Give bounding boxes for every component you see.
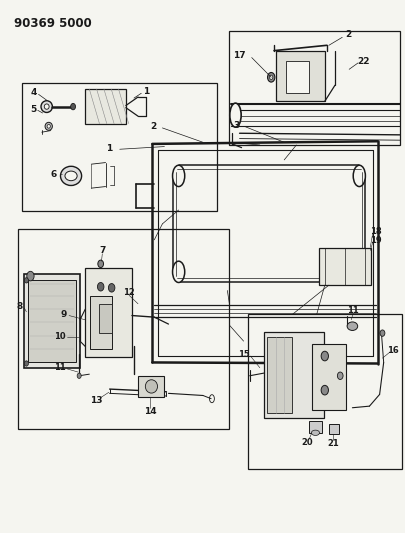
Text: 22: 22 bbox=[356, 57, 369, 66]
Ellipse shape bbox=[60, 166, 81, 185]
Ellipse shape bbox=[27, 271, 34, 281]
Bar bbox=[85, 268, 132, 357]
Bar bbox=[138, 376, 164, 397]
Ellipse shape bbox=[65, 171, 77, 181]
Text: 5: 5 bbox=[30, 105, 36, 114]
Text: 3: 3 bbox=[233, 122, 239, 130]
Ellipse shape bbox=[172, 165, 184, 187]
Ellipse shape bbox=[337, 372, 342, 379]
Text: 18: 18 bbox=[369, 228, 380, 236]
Ellipse shape bbox=[352, 165, 365, 187]
Ellipse shape bbox=[47, 124, 50, 128]
Text: 15: 15 bbox=[237, 350, 249, 359]
Text: 13: 13 bbox=[90, 397, 102, 405]
Ellipse shape bbox=[24, 361, 28, 366]
Bar bbox=[328, 424, 338, 434]
Text: 21: 21 bbox=[326, 439, 338, 448]
Bar bbox=[18, 229, 229, 429]
Text: 6: 6 bbox=[51, 170, 57, 179]
Ellipse shape bbox=[97, 282, 104, 291]
Ellipse shape bbox=[70, 103, 75, 110]
Bar bbox=[309, 421, 321, 433]
Ellipse shape bbox=[379, 330, 384, 336]
Text: 11: 11 bbox=[54, 364, 66, 372]
Text: 1: 1 bbox=[143, 87, 149, 96]
Text: 17: 17 bbox=[232, 52, 245, 60]
Bar bbox=[90, 296, 112, 349]
Ellipse shape bbox=[267, 72, 274, 82]
Ellipse shape bbox=[320, 351, 328, 361]
Ellipse shape bbox=[172, 261, 184, 282]
Ellipse shape bbox=[229, 103, 241, 127]
Text: 16: 16 bbox=[386, 346, 397, 355]
Text: 7: 7 bbox=[99, 246, 105, 255]
Bar bbox=[229, 31, 399, 145]
Bar bbox=[28, 280, 75, 362]
Text: 90369 5000: 90369 5000 bbox=[14, 17, 92, 30]
Bar bbox=[85, 89, 126, 124]
Bar bbox=[22, 83, 217, 211]
Bar bbox=[286, 61, 308, 93]
Ellipse shape bbox=[77, 373, 81, 378]
Ellipse shape bbox=[269, 75, 272, 79]
Ellipse shape bbox=[352, 261, 365, 282]
Ellipse shape bbox=[98, 260, 103, 268]
Ellipse shape bbox=[320, 385, 328, 395]
Text: 19: 19 bbox=[369, 237, 380, 245]
Text: 14: 14 bbox=[143, 407, 156, 416]
Text: 8: 8 bbox=[16, 302, 23, 311]
Text: 2: 2 bbox=[344, 30, 351, 39]
Bar bbox=[311, 344, 345, 410]
Bar bbox=[99, 304, 111, 333]
Bar bbox=[263, 332, 323, 418]
Ellipse shape bbox=[45, 122, 52, 130]
Bar bbox=[247, 314, 401, 469]
Text: 11: 11 bbox=[347, 306, 358, 314]
Bar bbox=[266, 337, 292, 413]
Bar bbox=[23, 274, 79, 368]
Text: 10: 10 bbox=[54, 333, 66, 341]
Text: 20: 20 bbox=[301, 438, 312, 447]
Ellipse shape bbox=[44, 104, 49, 109]
Text: 2: 2 bbox=[150, 123, 156, 131]
Ellipse shape bbox=[145, 379, 157, 393]
Bar bbox=[318, 248, 371, 285]
Text: 12: 12 bbox=[123, 288, 134, 296]
Ellipse shape bbox=[346, 322, 357, 330]
Text: 9: 9 bbox=[61, 310, 67, 319]
Bar bbox=[275, 51, 324, 101]
Ellipse shape bbox=[41, 101, 52, 112]
Text: 4: 4 bbox=[30, 88, 36, 97]
Ellipse shape bbox=[311, 430, 319, 435]
Ellipse shape bbox=[108, 284, 115, 292]
Ellipse shape bbox=[24, 278, 28, 283]
Text: 1: 1 bbox=[106, 144, 113, 152]
